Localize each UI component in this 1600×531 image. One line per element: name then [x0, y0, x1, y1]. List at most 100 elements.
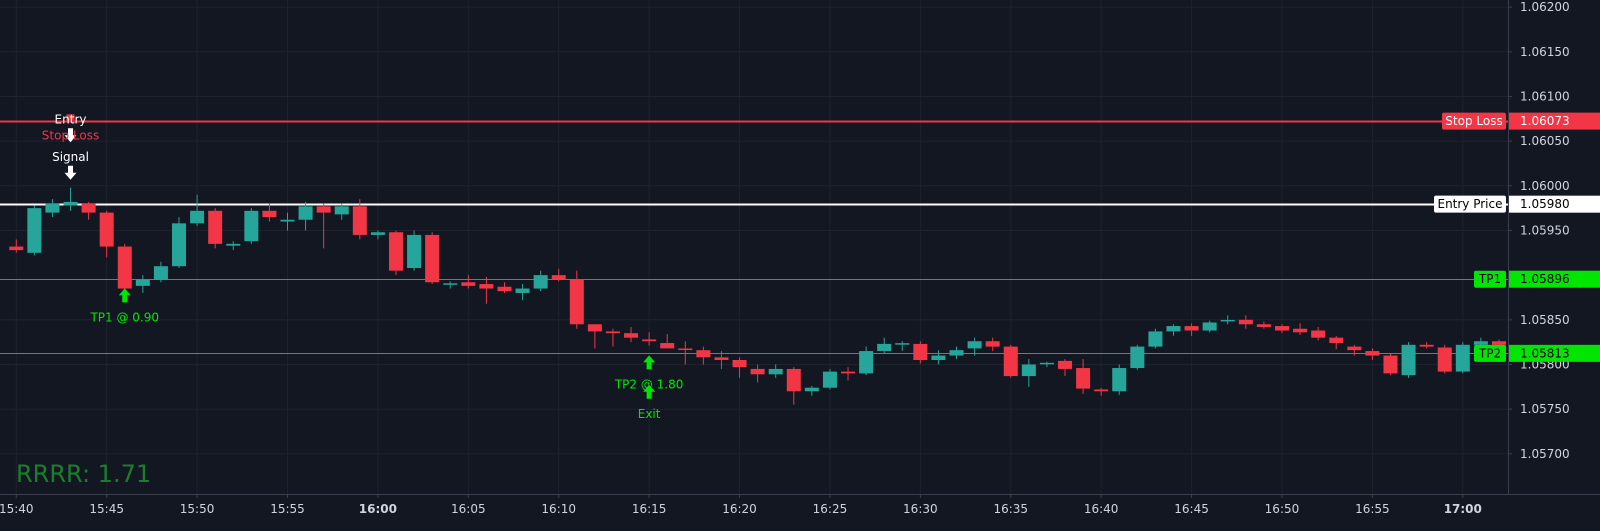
candle-down — [569, 270, 584, 329]
candle-body — [334, 206, 349, 215]
x-tick-label: 16:30 — [903, 502, 938, 516]
candle-up — [949, 346, 964, 360]
candle-body — [9, 246, 24, 251]
candle-body — [786, 368, 801, 392]
candle-down — [316, 203, 331, 249]
candle-up — [822, 368, 837, 390]
candle-up — [1130, 344, 1145, 370]
candle-body — [1003, 346, 1018, 377]
y-tick-label: 1.06100 — [1520, 89, 1570, 103]
candle-down — [461, 275, 476, 289]
candle-body — [1473, 341, 1488, 345]
candle-down — [1058, 359, 1073, 377]
candles — [9, 187, 1506, 405]
level-name-tag: Stop Loss — [1442, 112, 1506, 130]
level-name-tag-bg — [1434, 195, 1506, 213]
trade-markers: Entry Stop Loss Signal TP1 @ 0.90 TP2 @ 1.80… — [0, 112, 683, 421]
stop-loss-marker — [66, 114, 75, 121]
candle-body — [949, 350, 964, 356]
candle-body — [569, 279, 584, 325]
candle-body — [533, 275, 548, 289]
candle-up — [859, 346, 874, 376]
exit-marker-label: Exit — [638, 407, 661, 421]
y-tick-label: 1.05950 — [1520, 223, 1570, 237]
candle-body — [841, 371, 856, 374]
candle-body — [1112, 368, 1127, 392]
candle-down — [1329, 335, 1344, 350]
candle-down — [1076, 359, 1091, 394]
level-price-tag-text: 1.06073 — [1520, 114, 1570, 128]
candle-body — [678, 348, 693, 351]
x-tick-label: 16:25 — [813, 502, 848, 516]
candle-body — [316, 206, 331, 213]
price-axis[interactable]: 1.06200 1.06150 1.06100 1.06050 1.06000 1.059… — [1508, 0, 1570, 461]
candle-up — [153, 261, 168, 283]
candle-down — [208, 208, 223, 249]
candle-down — [714, 351, 729, 369]
candle-body — [1437, 347, 1452, 372]
x-tick-label: 15:40 — [0, 502, 34, 516]
candle-down — [479, 276, 494, 304]
candle-body — [1058, 360, 1073, 369]
candle-body — [117, 246, 132, 289]
candle-body — [1365, 351, 1380, 356]
level-price-tag: 1.06073 — [1509, 112, 1600, 130]
candle-up — [244, 208, 259, 244]
level-price-tag: 1.05896 — [1509, 270, 1600, 288]
time-axis[interactable]: 15:40 15:45 15:50 15:55 16:00 16:05 16:10 16:15… — [0, 494, 1482, 516]
candle-down — [913, 341, 928, 364]
x-tick-label: 16:05 — [451, 502, 486, 516]
candle-down — [117, 243, 132, 294]
level-price-tag-text: 1.05896 — [1520, 272, 1570, 286]
x-tick-label: 16:15 — [632, 502, 667, 516]
candle-up — [1166, 324, 1181, 336]
candle-body — [624, 333, 639, 338]
candle-body — [768, 368, 783, 375]
candle-body — [388, 232, 403, 271]
candle-down — [9, 239, 24, 253]
candle-body — [587, 324, 602, 332]
candle-body — [1293, 328, 1308, 333]
candle-body — [27, 208, 42, 253]
x-tick-label: 16:10 — [541, 502, 576, 516]
x-tick-label: 15:45 — [89, 502, 124, 516]
x-tick-label: 16:40 — [1084, 502, 1119, 516]
candle-up — [334, 203, 349, 220]
candle-body — [226, 243, 241, 246]
candle-body — [479, 284, 494, 289]
signal-marker-label: Signal — [52, 150, 89, 164]
candle-up — [1039, 361, 1054, 368]
y-tick-label: 1.06150 — [1520, 45, 1570, 59]
candle-down — [1437, 344, 1452, 374]
y-tick-label: 1.05850 — [1520, 313, 1570, 327]
candle-body — [190, 210, 205, 224]
candle-down — [99, 210, 114, 258]
exit-marker-label: TP1 @ 0.90 — [89, 310, 159, 324]
level-price-tag-bg — [1509, 112, 1600, 130]
level-name-tag-bg — [1442, 112, 1506, 130]
candle-body — [967, 341, 982, 349]
candle-down — [587, 324, 602, 349]
level-price-tag-bg — [1509, 344, 1600, 362]
candle-body — [262, 210, 277, 218]
candle-up — [877, 337, 892, 354]
candle-down — [1311, 326, 1326, 341]
candle-down — [551, 268, 566, 282]
candle-up — [226, 241, 241, 251]
candle-up — [63, 187, 78, 211]
candle-up — [515, 284, 530, 301]
arrow-up-icon — [643, 384, 656, 399]
candle-body — [425, 234, 440, 283]
candle-down — [1003, 344, 1018, 378]
candle-up — [1148, 328, 1163, 349]
candle-up — [443, 281, 458, 289]
candle-body — [1166, 326, 1181, 332]
candle-body — [370, 232, 385, 235]
candle-up — [1401, 342, 1416, 378]
candle-up — [533, 270, 548, 292]
price-level-tags: Stop Loss 1.06073 Entry Price 1.05980 TP1 1.0… — [1434, 112, 1600, 362]
candle-body — [1202, 322, 1217, 331]
level-name-tag-text: Entry Price — [1437, 197, 1502, 211]
candle-body — [1094, 389, 1109, 392]
